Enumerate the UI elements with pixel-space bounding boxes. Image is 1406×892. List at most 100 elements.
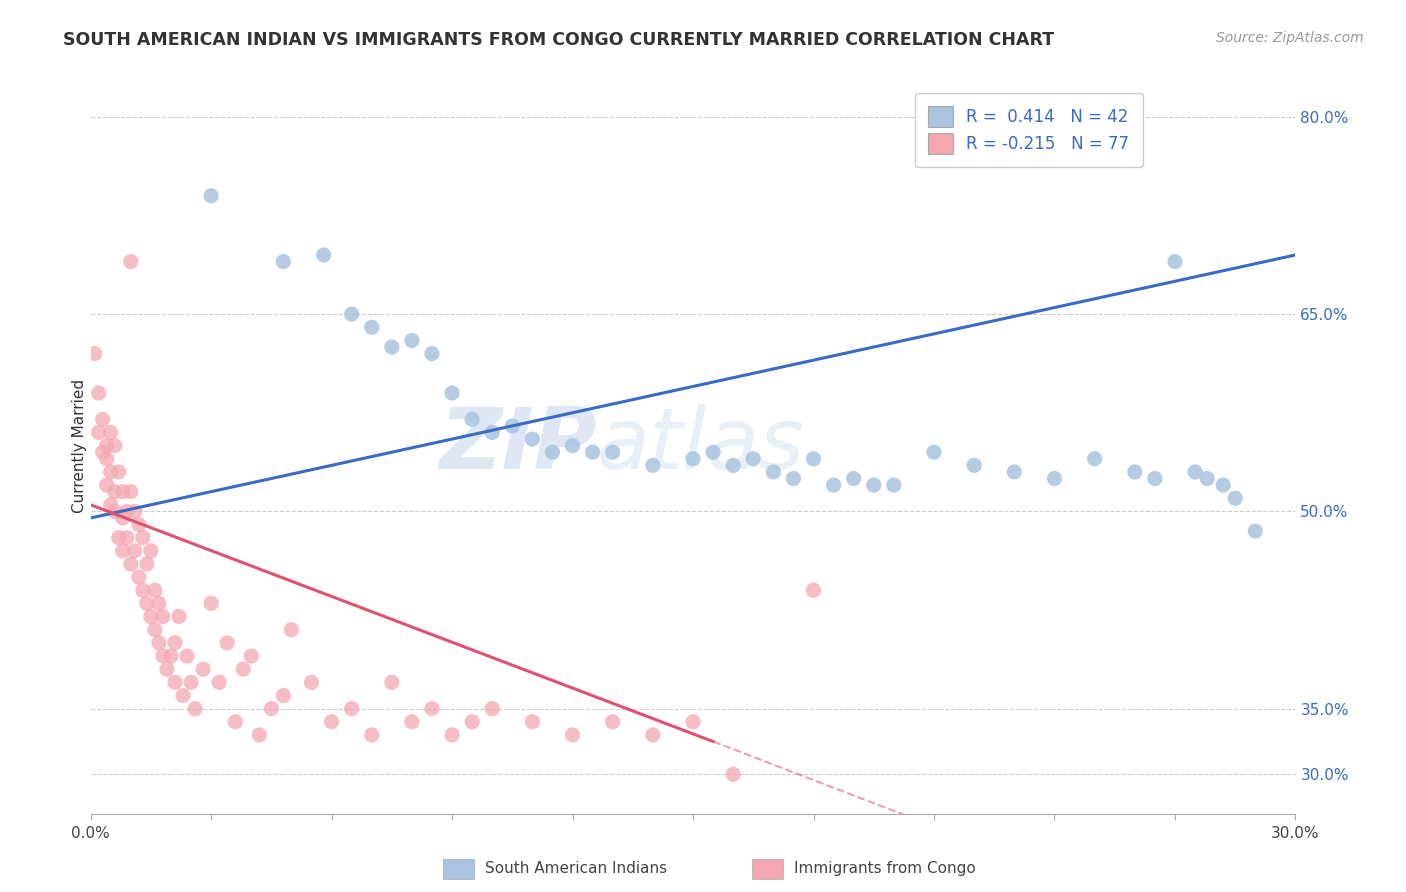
- Point: [312, 248, 335, 262]
- Point: [163, 675, 186, 690]
- Point: [111, 484, 134, 499]
- Point: [135, 557, 157, 571]
- Point: [360, 320, 382, 334]
- Point: [208, 675, 231, 690]
- Point: [1143, 471, 1166, 485]
- Point: [156, 662, 179, 676]
- Point: [100, 465, 122, 479]
- Point: [1184, 465, 1206, 479]
- Point: [120, 557, 142, 571]
- Point: [107, 531, 129, 545]
- Point: [91, 412, 114, 426]
- Point: [340, 701, 363, 715]
- Point: [1084, 451, 1107, 466]
- Point: [152, 609, 174, 624]
- Point: [104, 504, 127, 518]
- Point: [522, 714, 544, 729]
- Point: [1225, 491, 1247, 506]
- Text: SOUTH AMERICAN INDIAN VS IMMIGRANTS FROM CONGO CURRENTLY MARRIED CORRELATION CHA: SOUTH AMERICAN INDIAN VS IMMIGRANTS FROM…: [63, 31, 1054, 49]
- Y-axis label: Currently Married: Currently Married: [72, 378, 87, 513]
- Point: [91, 445, 114, 459]
- Point: [682, 451, 704, 466]
- Point: [602, 445, 624, 459]
- Point: [441, 728, 464, 742]
- Point: [702, 445, 724, 459]
- Point: [522, 432, 544, 446]
- Point: [721, 458, 744, 473]
- Point: [96, 478, 118, 492]
- Point: [862, 478, 884, 492]
- Point: [401, 714, 423, 729]
- Point: [148, 596, 170, 610]
- Point: [340, 307, 363, 321]
- Point: [963, 458, 986, 473]
- Point: [1197, 471, 1219, 485]
- Point: [139, 544, 162, 558]
- Point: [111, 544, 134, 558]
- Point: [360, 728, 382, 742]
- Point: [541, 445, 564, 459]
- Point: [823, 478, 845, 492]
- Point: [132, 583, 155, 598]
- Point: [401, 334, 423, 348]
- Point: [721, 767, 744, 781]
- Point: [641, 458, 664, 473]
- Text: atlas: atlas: [596, 404, 804, 487]
- Point: [481, 701, 503, 715]
- Point: [124, 504, 146, 518]
- Point: [762, 465, 785, 479]
- Point: [139, 609, 162, 624]
- Point: [96, 451, 118, 466]
- Point: [742, 451, 765, 466]
- Point: [200, 596, 222, 610]
- Point: [582, 445, 605, 459]
- Legend: R =  0.414   N = 42, R = -0.215   N = 77: R = 0.414 N = 42, R = -0.215 N = 77: [914, 93, 1143, 167]
- Point: [191, 662, 214, 676]
- Point: [200, 188, 222, 202]
- Point: [1212, 478, 1234, 492]
- Point: [160, 648, 183, 663]
- Point: [180, 675, 202, 690]
- Point: [1123, 465, 1146, 479]
- Point: [842, 471, 865, 485]
- Point: [128, 517, 150, 532]
- Point: [1043, 471, 1066, 485]
- Point: [87, 386, 110, 401]
- Text: Source: ZipAtlas.com: Source: ZipAtlas.com: [1216, 31, 1364, 45]
- Point: [461, 714, 484, 729]
- Point: [381, 340, 404, 354]
- Point: [143, 583, 166, 598]
- Point: [143, 623, 166, 637]
- Point: [87, 425, 110, 440]
- Point: [441, 386, 464, 401]
- Point: [83, 346, 105, 360]
- Point: [104, 439, 127, 453]
- Point: [782, 471, 804, 485]
- Point: [148, 636, 170, 650]
- Point: [247, 728, 270, 742]
- Point: [273, 254, 295, 268]
- Point: [381, 675, 404, 690]
- Point: [1244, 524, 1267, 538]
- Point: [128, 570, 150, 584]
- Point: [420, 701, 443, 715]
- Point: [184, 701, 207, 715]
- Point: [115, 504, 138, 518]
- Point: [260, 701, 283, 715]
- Point: [124, 544, 146, 558]
- Point: [602, 714, 624, 729]
- Point: [100, 498, 122, 512]
- Point: [561, 439, 583, 453]
- Point: [803, 451, 825, 466]
- Point: [883, 478, 905, 492]
- Point: [152, 648, 174, 663]
- Point: [111, 511, 134, 525]
- Point: [280, 623, 302, 637]
- Text: Immigrants from Congo: Immigrants from Congo: [794, 862, 976, 876]
- Point: [682, 714, 704, 729]
- Point: [420, 346, 443, 360]
- Point: [561, 728, 583, 742]
- Point: [1002, 465, 1025, 479]
- Point: [501, 418, 523, 433]
- Point: [96, 439, 118, 453]
